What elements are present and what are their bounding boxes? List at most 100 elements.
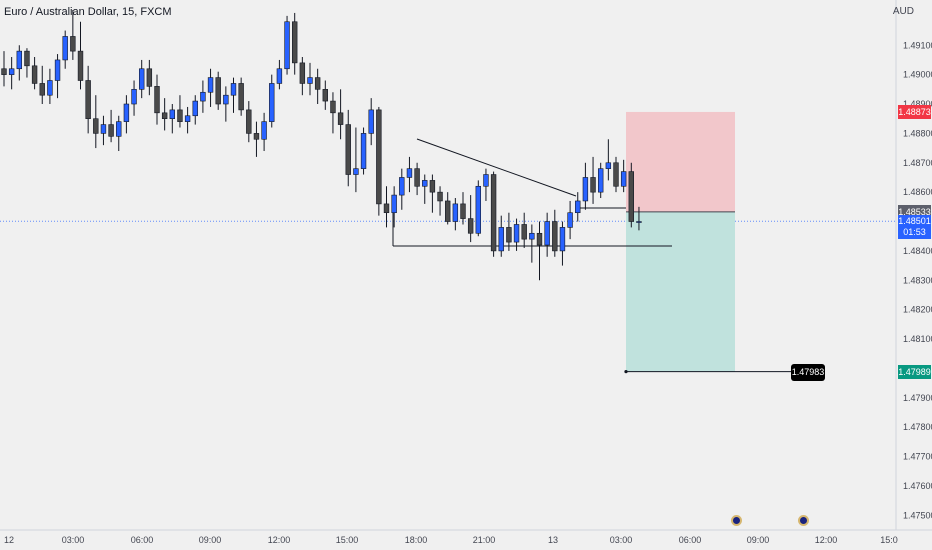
- candle: [24, 48, 30, 78]
- candle-body: [139, 68, 145, 90]
- candle-body: [85, 80, 91, 120]
- candle-body: [215, 77, 221, 105]
- candle-body: [422, 180, 428, 187]
- last-price-value: 1.48501: [898, 216, 931, 227]
- price-tick-label: 1.49000: [903, 70, 932, 80]
- candle: [529, 224, 535, 263]
- candle-body: [552, 221, 558, 252]
- candle-body: [39, 83, 45, 96]
- candle-body: [406, 168, 413, 178]
- candle-body: [161, 112, 168, 120]
- candle: [223, 86, 229, 122]
- candle: [460, 192, 466, 225]
- price-tick-label: 1.47800: [903, 422, 932, 432]
- candle: [8, 57, 15, 90]
- candle-body: [345, 124, 351, 175]
- candle-body: [559, 227, 566, 252]
- candle: [437, 186, 443, 216]
- candle: [93, 95, 99, 149]
- symbol-title[interactable]: Euro / Australian Dollar, 15, FXCM: [4, 6, 172, 18]
- candle-body: [429, 180, 436, 193]
- stop-loss-zone[interactable]: [626, 111, 735, 212]
- candle: [215, 71, 221, 110]
- time-axis-ticks: 12 03:00 06:00 09:00 12:00 15:00 18:00 21:00 13 0…: [4, 535, 898, 545]
- candle-body: [437, 191, 443, 202]
- candle-body: [284, 21, 290, 70]
- candle-body: [269, 83, 275, 122]
- candle-body: [200, 91, 206, 102]
- stop-price-badge: 1.48873: [898, 104, 931, 119]
- candle: [414, 162, 420, 196]
- currency-label[interactable]: AUD: [892, 6, 914, 17]
- candle: [444, 192, 451, 225]
- event-flag-icon[interactable]: [731, 515, 742, 526]
- price-tick-label: 1.48100: [903, 334, 932, 344]
- candle: [192, 95, 198, 125]
- candle: [77, 21, 84, 90]
- candle-body: [54, 59, 61, 81]
- candle-body: [314, 77, 321, 90]
- candle-body: [582, 177, 589, 202]
- candle: [536, 221, 543, 281]
- candle: [337, 89, 344, 140]
- candle-body: [169, 109, 175, 120]
- position-tool[interactable]: [626, 111, 735, 372]
- take-profit-zone[interactable]: [626, 211, 735, 372]
- price-tick-label: 1.48600: [903, 187, 932, 197]
- candle: [636, 206, 642, 231]
- candle-body: [521, 224, 527, 240]
- candle-body: [154, 86, 160, 114]
- candle-body: [475, 185, 481, 234]
- candle-body: [299, 62, 306, 84]
- time-tick-label: 15:00: [336, 535, 359, 545]
- candle-body: [513, 224, 520, 243]
- candle: [506, 212, 512, 251]
- target-line-label[interactable]: 1.47983: [791, 364, 825, 381]
- candle: [123, 95, 130, 134]
- target-anchor-point[interactable]: [624, 370, 628, 374]
- candle-body: [391, 194, 397, 214]
- candle: [261, 112, 267, 152]
- descending-trendline[interactable]: [416, 138, 577, 197]
- price-tick-label: 1.48300: [903, 275, 932, 285]
- candle: [238, 77, 244, 116]
- candle: [1, 51, 7, 87]
- candle-body: [399, 177, 405, 196]
- price-tick-label: 1.49100: [903, 40, 932, 50]
- time-tick-label: 21:00: [473, 535, 496, 545]
- price-axis-ticks: 1.49100 1.49000 1.48900 1.48800 1.48700 1.486…: [903, 40, 932, 520]
- price-tick-label: 1.47500: [903, 510, 932, 520]
- candle-body: [529, 232, 535, 240]
- candle-body: [8, 68, 15, 75]
- candle-body: [376, 109, 382, 205]
- candle-body: [207, 77, 214, 93]
- candle: [47, 68, 53, 105]
- candle-body: [261, 121, 267, 140]
- candle: [184, 106, 191, 134]
- candle: [200, 80, 206, 113]
- candle-body: [613, 162, 619, 187]
- candle: [406, 156, 413, 193]
- candle-body: [605, 162, 612, 169]
- candle: [567, 200, 573, 240]
- candle: [552, 209, 558, 257]
- candle: [399, 168, 405, 210]
- candle-body: [575, 200, 581, 214]
- candle: [559, 221, 566, 266]
- candle: [582, 162, 589, 210]
- price-tick-label: 1.48700: [903, 158, 932, 168]
- time-tick-label: 12:00: [815, 535, 838, 545]
- event-flag-icon[interactable]: [798, 515, 809, 526]
- candle-body: [383, 203, 390, 214]
- candle: [345, 109, 351, 187]
- candle: [353, 127, 359, 193]
- time-tick-label: 03:00: [610, 535, 633, 545]
- candle-body: [498, 227, 504, 252]
- candle-body: [467, 218, 474, 234]
- price-tick-label: 1.47600: [903, 481, 932, 491]
- time-tick-label: 13: [548, 535, 558, 545]
- candle: [613, 156, 619, 193]
- candles: [1, 10, 642, 281]
- candle-body: [636, 221, 642, 223]
